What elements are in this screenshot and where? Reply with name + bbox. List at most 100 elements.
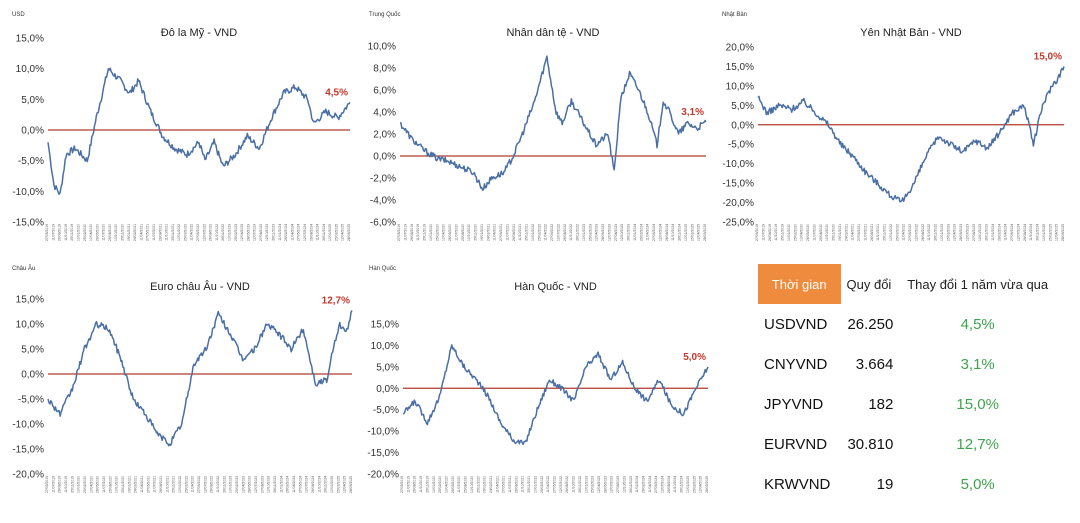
chart-region-label: USD (12, 12, 25, 18)
x-tick-label: 26/11/2023 (273, 476, 277, 493)
series-line (47, 67, 351, 196)
y-tick-label: 10,0% (16, 64, 44, 75)
x-tick-label: 26/08/2024 (1023, 224, 1027, 241)
x-tick-label: 11/04/2021 (140, 476, 144, 493)
x-tick-label: 11/10/2021 (876, 224, 880, 241)
x-tick-label: 12/04/2023 (595, 224, 599, 241)
change-cell: 3,1% (960, 355, 995, 373)
pair-cell: EURVND (764, 435, 828, 453)
x-tick-label: 26/08/2024 (309, 224, 313, 241)
x-tick-label: 11/01/2024 (991, 224, 995, 241)
x-tick-label: 11/07/2020 (102, 476, 106, 493)
x-tick-label: 12/07/2024 (658, 224, 662, 241)
x-tick-label: 28/05/2023 (603, 476, 607, 493)
x-tick-label: 24/02/2021 (133, 224, 137, 241)
chart-canvas: 15,0% 10,0% 5,0% 0,0% -5,0% -10,0% -15,0% -20,0… (367, 320, 709, 493)
chart-title: Đô la Mỹ - VND (160, 27, 238, 39)
x-tick-label: 25/02/2022 (540, 476, 544, 493)
x-tick-label: 11/10/2022 (572, 476, 576, 493)
x-tick-label: 27/08/2023 (616, 476, 620, 493)
x-tick-label: 12/07/2023 (965, 224, 969, 241)
x-tick-label: 12/07/2022 (203, 476, 207, 493)
rate-cell: 3.664 (855, 355, 894, 373)
x-tick-label: 27/05/2022 (908, 224, 912, 241)
x-tick-label: 26/11/2023 (985, 224, 989, 241)
x-tick-label: 11/04/2022 (544, 224, 548, 241)
rate-cell: 19 (876, 475, 894, 493)
y-tick-label: -20,0% (12, 470, 44, 481)
x-tick-label: 11/04/2022 (191, 476, 195, 493)
x-tick-label: 25/08/2020 (819, 224, 823, 241)
x-tick-label: 11/07/2021 (153, 476, 157, 493)
x-tick-label: 24/02/2021 (844, 224, 848, 241)
y-tick-label: 6,0% (373, 86, 396, 97)
x-tick-label: 25/11/2020 (121, 224, 125, 241)
x-tick-label: 09/01/2021 (127, 224, 131, 241)
y-tick-label: 0,0% (21, 126, 44, 137)
x-tick-label: 27/08/2023 (259, 224, 263, 241)
x-tick-label: 25/02/2020 (793, 224, 797, 241)
y-tick-label: 0,0% (731, 120, 754, 131)
chart-title: Nhân dân tệ - VND (506, 27, 600, 39)
x-tick-label: 26/08/2019 (413, 476, 417, 493)
x-tick-label: 11/04/2024 (646, 224, 650, 241)
x-tick-label: 11/07/2021 (863, 224, 867, 241)
x-tick-label: 26/08/2022 (563, 224, 567, 241)
y-tick-label: 20,0% (726, 43, 754, 54)
x-tick-label: 25/02/2023 (234, 224, 238, 241)
change-cell: 4,5% (960, 315, 995, 333)
x-tick-label: 25/11/2019 (425, 476, 429, 493)
x-tick-label: 26/08/2022 (209, 224, 213, 241)
x-tick-label: 11/04/2024 (648, 476, 652, 493)
x-tick-label: 25/02/2020 (435, 224, 439, 241)
x-tick-label: 27/05/2022 (550, 224, 554, 241)
x-tick-label: 11/10/2021 (518, 224, 522, 241)
x-tick-label: 26/11/2022 (221, 224, 225, 241)
change-cell: 15,0% (956, 395, 999, 413)
x-tick-label: 27/05/2019 (45, 476, 49, 493)
x-tick-label: 26/11/2022 (934, 224, 938, 241)
x-tick-label: 26/11/2024 (322, 224, 326, 241)
x-tick-label: 25/11/2020 (121, 476, 125, 493)
x-tick-label: 11/07/2021 (152, 224, 156, 241)
chart-krw: Hàn Quốc Hàn Quốc - VND 15,0% 10,0% 5,0% 0,0%… (365, 262, 710, 522)
x-tick-label: 11/07/2020 (454, 224, 458, 241)
x-tick-label: 26/05/2020 (96, 476, 100, 493)
x-tick-label: 26/11/2023 (272, 224, 276, 241)
x-tick-label: 25/11/2020 (474, 224, 478, 241)
x-tick-label: 26/08/2019 (768, 224, 772, 241)
x-tick-label: 12/10/2023 (267, 476, 271, 493)
x-tick-label: 12/04/2023 (597, 476, 601, 493)
x-tick-label: 10/01/2025 (684, 224, 688, 241)
x-tick-label: 11/10/2024 (1029, 224, 1033, 241)
change-cell: 12,7% (956, 435, 999, 453)
y-tick-label: -10,0% (367, 427, 399, 438)
x-tick-label: 11/04/2021 (495, 476, 499, 493)
y-tick-label: 15,0% (16, 295, 44, 306)
series-line (47, 310, 353, 447)
x-tick-label: 10/01/2022 (533, 476, 537, 493)
x-tick-label: 27/05/2021 (499, 224, 503, 241)
x-tick-label: 11/07/2021 (505, 224, 509, 241)
x-tick-label: 11/07/2019 (761, 224, 765, 241)
x-tick-label: 11/10/2024 (316, 224, 320, 241)
x-tick-label: 11/04/2021 (851, 224, 855, 241)
y-tick-label: -20,0% (367, 470, 399, 481)
x-tick-label: 10/04/2020 (800, 224, 804, 241)
y-tick-label: 8,0% (373, 64, 396, 75)
y-tick-label: -25,0% (722, 218, 754, 229)
x-tick-label: 25/02/2023 (235, 476, 239, 493)
x-tick-label: 27/05/2019 (45, 224, 49, 241)
x-tick-label: 12/07/2024 (1016, 224, 1020, 241)
x-tick-label: 25/02/2025 (1048, 224, 1052, 241)
series-line (399, 55, 707, 191)
x-tick-label: 11/04/2024 (1004, 224, 1008, 241)
x-tick-label: 26/08/2022 (210, 476, 214, 493)
y-tick-label: 5,0% (376, 362, 399, 373)
x-tick-label: 25/11/2021 (527, 476, 531, 493)
x-tick-label: 28/05/2025 (349, 476, 353, 493)
y-tick-label: 15,0% (16, 34, 44, 45)
x-tick-label: 11/07/2020 (102, 224, 106, 241)
x-tick-label: 26/11/2024 (1036, 224, 1040, 241)
x-tick-label: 09/01/2021 (480, 224, 484, 241)
